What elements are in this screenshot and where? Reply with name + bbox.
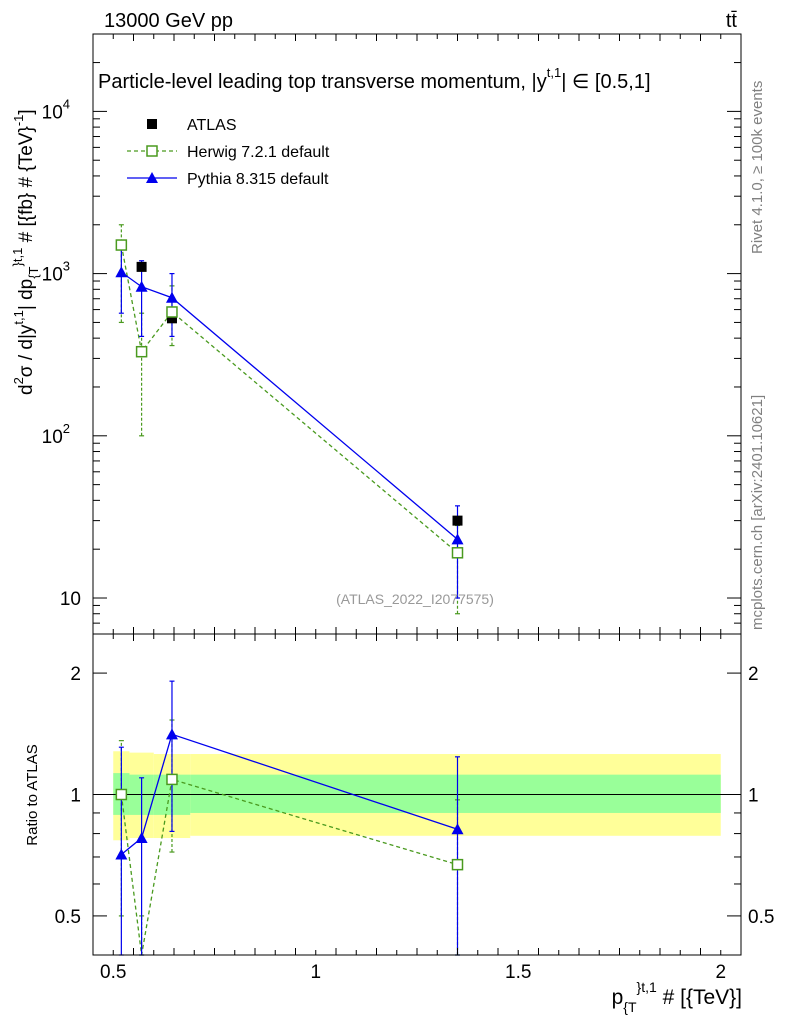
xtick-label-1: 1 <box>310 962 321 983</box>
ratio-plot-area <box>93 680 741 956</box>
main-ytick-exp-3: 4 <box>63 96 70 111</box>
main-series-1-point-3 <box>451 547 464 559</box>
legend: ATLAS Herwig 7.2.1 default Pythia 8.315 de… <box>127 117 330 188</box>
ratio-series-1-point-1 <box>135 832 148 844</box>
ratio-series-0-point-2 <box>166 773 178 786</box>
mcplots-credit-label: mcplots.cern.ch [arXiv:2401.10621] <box>749 395 766 630</box>
main-chart-title-sup: t,1 <box>547 65 561 80</box>
main-series-2-line <box>120 271 458 540</box>
ratio-series-1-line <box>120 733 458 855</box>
legend-marker-1 <box>146 145 158 157</box>
main-series-2-point-2 <box>165 291 178 303</box>
main-ytick-label-2: 103 <box>42 259 70 286</box>
main-plot-area <box>115 224 464 615</box>
main-series-0-point-3 <box>452 515 463 526</box>
ratio-series-1-point-0 <box>115 848 128 860</box>
x-axis-label: p{T}t,1 # [{TeV}] <box>612 979 742 1015</box>
ratio-band-1-seg-3 <box>190 774 721 813</box>
main-chart-title-y: y <box>537 71 547 93</box>
legend-label-0: ATLAS <box>187 117 237 134</box>
ratio-ytick-label-left-1: 1 <box>70 786 81 807</box>
main-series-0-point-1 <box>136 261 147 272</box>
ratio-series-0-point-0 <box>115 788 128 801</box>
legend-label-1: Herwig 7.2.1 default <box>187 144 330 161</box>
legend-marker-2 <box>146 172 158 183</box>
legend-label-2: Pythia 8.315 default <box>187 171 329 188</box>
main-series-1-point-2 <box>166 306 178 318</box>
ratio-ytick-label-left-0: 0.5 <box>55 907 81 928</box>
main-series-2-point-0 <box>115 266 128 278</box>
ratio-series-1-point-2 <box>165 728 178 740</box>
rivet-version-label: Rivet 4.1.0, ≥ 100k events <box>749 81 766 254</box>
main-chart-title-text: Particle-level leading top transverse mo… <box>98 71 537 93</box>
xtick-label-3: 2 <box>715 962 726 983</box>
watermark-label: (ATLAS_2022_I2077575) <box>336 591 494 607</box>
xtick-label-2: 1.5 <box>505 962 531 983</box>
ratio-ytick-label-right-2: 2 <box>748 664 759 685</box>
main-ytick-label-0: 10 <box>60 589 81 610</box>
main-series-0-point-2 <box>166 313 177 324</box>
main-series-2-point-3 <box>451 533 464 545</box>
main-ytick-label-1: 102 <box>42 421 70 448</box>
header-energy-label: 13000 GeV pp <box>104 10 233 32</box>
ratio-panel <box>93 680 741 956</box>
legend-marker-0 <box>147 119 157 129</box>
ratio-ytick-label-left-2: 2 <box>70 664 81 685</box>
main-chart-title: Particle-level leading top transverse mo… <box>98 65 651 93</box>
main-series-2-point-1 <box>135 280 148 292</box>
main-ytick-label-3: 104 <box>42 96 70 123</box>
main-ytick-exp-1: 2 <box>63 421 70 436</box>
xtick-label-0: 0.5 <box>100 962 126 983</box>
main-series-1-point-0 <box>115 239 128 251</box>
ratio-y-axis-label: Ratio to ATLAS <box>24 744 41 845</box>
main-series-1-line <box>120 244 458 554</box>
ratio-series-0-line <box>120 778 458 956</box>
ratio-series-0-point-3 <box>451 858 464 871</box>
main-panel: Particle-level leading top transverse mo… <box>98 65 651 615</box>
main-y-axis-label: d2σ / d|yt,1| dp{T}t,1 # [{fb} # {TeV}-1… <box>10 109 41 395</box>
ratio-series-1-point-3 <box>451 823 464 835</box>
main-series-1-point-1 <box>135 345 148 358</box>
main-ytick-exp-2: 3 <box>63 259 70 274</box>
main-chart-title-tail: | ∈ [0.5,1] <box>561 71 650 93</box>
header-process-label: tt̄ <box>726 10 738 32</box>
ratio-ytick-label-right-0: 0.5 <box>748 907 774 928</box>
ratio-ytick-label-right-1: 1 <box>748 786 759 807</box>
